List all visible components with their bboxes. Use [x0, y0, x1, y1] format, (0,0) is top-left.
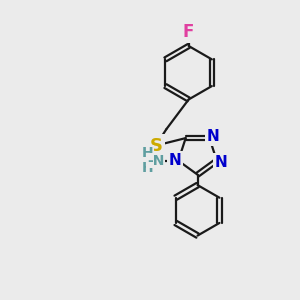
Text: N: N: [168, 153, 181, 168]
Text: S: S: [149, 136, 162, 154]
Text: -N: -N: [147, 154, 164, 168]
Text: N: N: [207, 129, 219, 144]
Text: N: N: [215, 155, 228, 170]
Text: H
H: H H: [141, 146, 153, 175]
Text: F: F: [183, 23, 194, 41]
